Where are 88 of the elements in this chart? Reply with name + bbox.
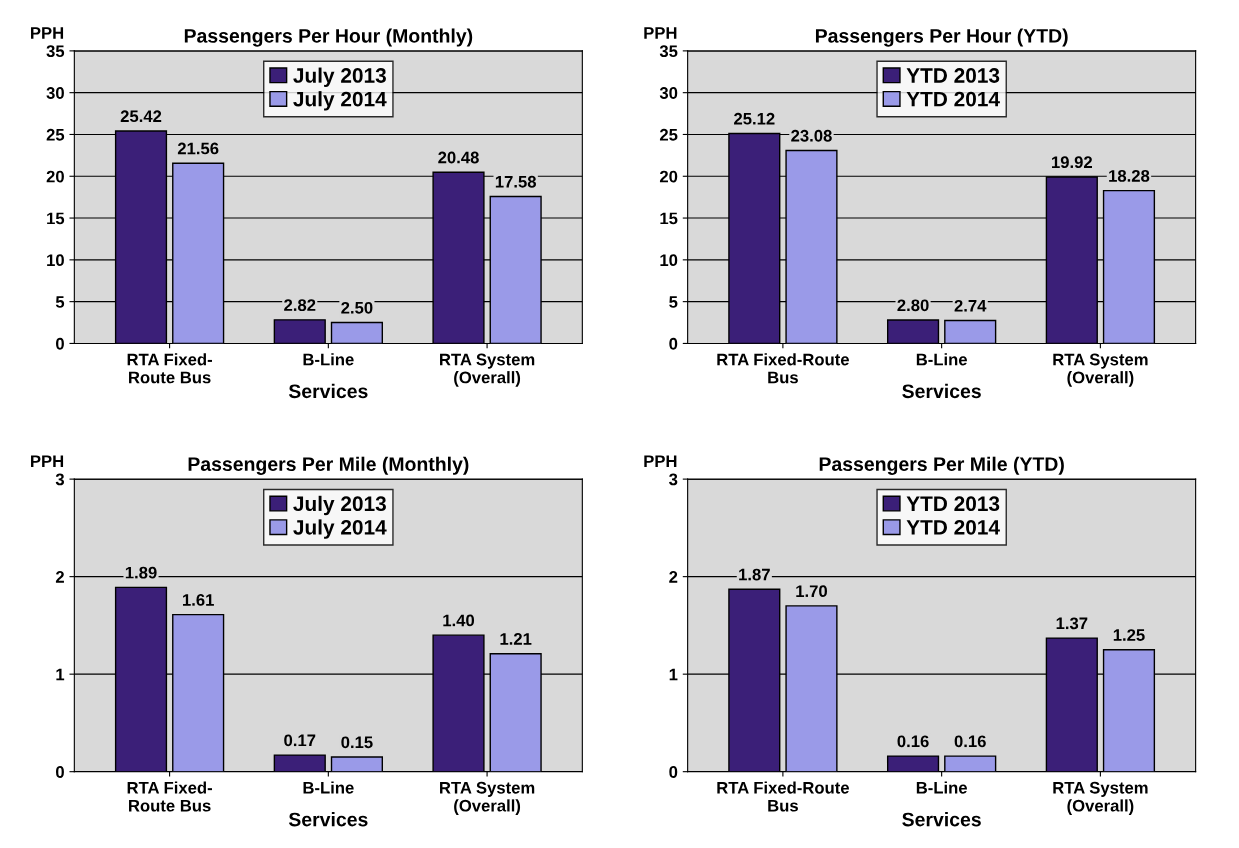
chart-title: Passengers Per Hour (YTD)	[815, 28, 1068, 47]
bar	[273, 754, 326, 772]
y-axis-title: PPH	[31, 27, 64, 39]
y-tick-label: 2	[669, 571, 678, 583]
y-axis-title: PPH	[644, 27, 677, 39]
legend-label: YTD 2014	[906, 91, 1000, 107]
legend-label: July 2013	[293, 495, 386, 516]
data-label: 0.16	[954, 735, 986, 748]
legend-label: July 2014	[293, 519, 387, 539]
legend-label: YTD 2014	[906, 519, 1000, 535]
x-tick-label: RTA System (Overall)	[1053, 353, 1148, 387]
data-label: 20.48	[438, 151, 479, 164]
bar	[330, 321, 384, 344]
y-tick-label: 20	[46, 170, 64, 183]
data-label: 2.50	[341, 301, 373, 314]
data-label: 1.70	[796, 585, 828, 598]
y-tick-label: 0	[56, 766, 64, 778]
chart-title: Passengers Per Mile (YTD)	[819, 456, 1064, 475]
chart-title: Passengers Per Mile (Monthly)	[188, 456, 469, 475]
data-label: 0.15	[341, 736, 373, 749]
data-label: 1.87	[739, 568, 770, 581]
y-tick-label: 3	[55, 473, 65, 486]
data-label: 1.25	[1113, 629, 1145, 641]
data-label: 1.89	[125, 566, 157, 579]
data-label: 2.82	[284, 299, 316, 312]
legend-label: YTD 2013	[906, 68, 1000, 83]
y-tick-label: 15	[660, 212, 678, 225]
y-axis-title: PPH	[31, 455, 64, 467]
y-tick-label: 35	[46, 45, 65, 58]
x-tick-label: B-Line	[303, 353, 354, 366]
bar	[944, 319, 997, 344]
x-tick-label: RTA System (Overall)	[440, 353, 535, 387]
data-label: 18.28	[1109, 169, 1150, 182]
y-tick-label: 2	[55, 571, 64, 583]
data-label: 25.42	[120, 110, 162, 123]
x-tick-label: B-Line	[916, 353, 967, 366]
y-tick-label: 3	[669, 473, 678, 486]
y-tick-label: 25	[659, 128, 678, 141]
y-tick-label: 0	[669, 337, 678, 350]
y-tick-label: 15	[47, 212, 65, 225]
y-tick-label: 30	[659, 87, 678, 99]
y-tick-label: 0	[56, 337, 64, 350]
legend-label: YTD 2013	[906, 496, 1000, 512]
x-tick-label: RTA Fixed- Route Bus	[127, 353, 212, 384]
bar	[886, 755, 940, 772]
bar	[886, 319, 940, 344]
x-tick-label: B-Line	[916, 781, 967, 794]
data-label: 21.56	[177, 142, 219, 155]
legend-label: July 2014	[293, 91, 387, 111]
data-label: 1.37	[1056, 617, 1088, 630]
x-tick-label: B-Line	[303, 781, 354, 794]
data-label: 2.80	[897, 299, 929, 312]
data-label: 19.92	[1052, 156, 1092, 169]
data-label: 1.40	[443, 614, 475, 627]
y-tick-label: 20	[659, 170, 678, 183]
y-tick-label: 1	[56, 668, 65, 681]
x-tick-label: RTA System (Overall)	[440, 781, 535, 815]
x-tick-label: RTA Fixed- Route Bus	[127, 781, 212, 812]
legend-label: July 2013	[293, 67, 386, 87]
y-tick-label: 10	[47, 254, 64, 267]
data-label: 0.16	[897, 735, 929, 748]
y-axis-title: PPH	[644, 455, 677, 467]
data-label: 0.17	[284, 734, 316, 747]
x-tick-label: RTA Fixed-Route Bus	[717, 353, 849, 384]
data-label: 25.12	[734, 112, 775, 125]
data-label: 1.61	[182, 594, 214, 606]
data-label: 1.21	[500, 633, 532, 645]
x-axis-title: Services	[902, 383, 981, 399]
x-axis-title: Services	[288, 383, 368, 399]
y-tick-label: 10	[660, 254, 678, 267]
y-tick-label: 1	[669, 668, 678, 681]
y-tick-label: 25	[46, 128, 65, 141]
x-axis-title: Services	[288, 812, 368, 827]
bar	[944, 755, 997, 772]
y-tick-label: 5	[669, 296, 678, 308]
x-axis-title: Services	[902, 812, 981, 827]
y-tick-label: 5	[55, 296, 65, 308]
bar	[330, 756, 384, 772]
y-tick-label: 30	[46, 87, 64, 99]
chart-title: Passengers Per Hour (Monthly)	[184, 28, 473, 47]
y-tick-label: 35	[659, 45, 678, 58]
data-label: 17.58	[495, 175, 536, 188]
y-tick-label: 0	[669, 766, 678, 778]
x-tick-label: RTA System (Overall)	[1053, 781, 1148, 815]
x-tick-label: RTA Fixed-Route Bus	[717, 781, 849, 812]
data-label: 2.74	[954, 299, 987, 312]
data-label: 23.08	[791, 129, 832, 142]
bar	[273, 319, 326, 344]
